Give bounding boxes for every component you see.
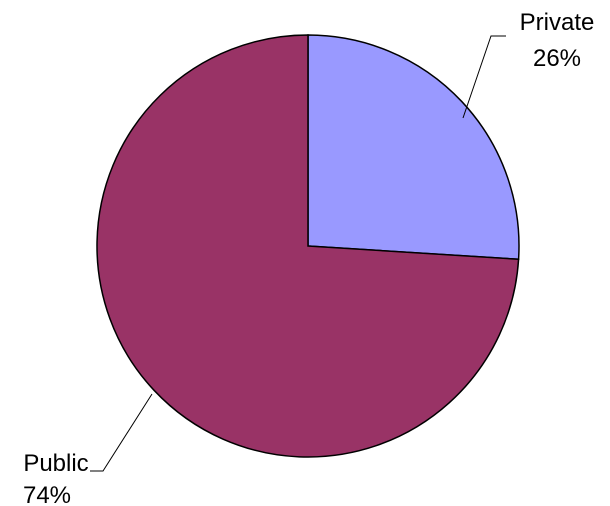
slice-labels: Private 26% Public 74% [23, 9, 594, 506]
slice-label-public-name: Public [23, 450, 88, 477]
slice-label-private-percent: 26% [533, 45, 581, 72]
pie-slice-public [96, 34, 520, 458]
pie-slice-private [307, 34, 520, 261]
pie-slices [96, 34, 520, 458]
leader-line-private [462, 35, 506, 119]
leader-lines [90, 35, 506, 472]
slice-label-public-percent: 74% [23, 482, 71, 506]
leader-line-public [90, 393, 153, 472]
slice-label-private-name: Private [520, 9, 595, 36]
